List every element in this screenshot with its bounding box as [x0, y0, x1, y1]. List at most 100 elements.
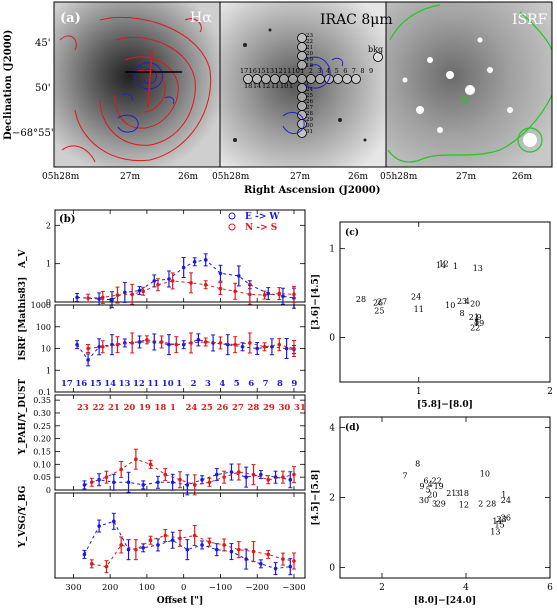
ns-aperture-number: 27 [306, 105, 313, 111]
xlabel: [5.8]−[8.0] [417, 400, 473, 410]
ns-aperture-number: 18 [306, 63, 313, 69]
data-point [203, 258, 208, 262]
isrf-ew-label: 1 [176, 379, 182, 389]
isrf-label: ISRF [512, 12, 548, 28]
ew-aperture-number: 2 [309, 67, 313, 75]
data-point [86, 296, 90, 300]
y-tick-label: 0 [329, 564, 335, 574]
data-point [218, 286, 223, 291]
ew-aperture-number: 1 [300, 67, 304, 75]
isrf-ns-label: 28 [248, 403, 260, 413]
data-point [115, 293, 120, 297]
point-label: 25 [374, 307, 384, 316]
ra-tick-a1: 05h28m [42, 172, 80, 182]
panel-b-ylabel: Y_PAH/Y_DUST [18, 379, 28, 456]
data-point [126, 480, 131, 485]
ns-aperture-number: 20 [306, 51, 313, 57]
isrf-ew-label: 15 [90, 379, 102, 389]
dec-tick-50: 50' [35, 83, 50, 94]
data-point [292, 292, 296, 297]
ew-aperture-number-lower: 14 [253, 82, 261, 90]
data-point [203, 340, 208, 344]
irac-apertures-ew [243, 52, 383, 84]
x-tick-label: −300 [282, 583, 305, 593]
point-label: 2 [478, 499, 483, 508]
data-point [156, 543, 160, 547]
point-label: 6 [424, 477, 429, 486]
x-tick-label: 1 [416, 387, 422, 397]
data-point [156, 480, 160, 485]
legend-label-ew: E -> W [245, 212, 280, 222]
data-point [207, 540, 212, 544]
ew-aperture-number: 6 [343, 67, 347, 75]
y-tick-label: 0.30 [33, 409, 51, 418]
halpha-label: Hα [190, 10, 212, 26]
point-label: 9 [477, 313, 482, 322]
y-tick-label: 0.05 [33, 473, 51, 482]
image-panels: (a) Hα IRAC 8μm ISRF bkg 17 16 15 13 12 11 10 1… [3, 1, 553, 196]
data-point [97, 344, 101, 349]
irac-label: IRAC 8μm [320, 12, 393, 28]
ns-aperture-number: 28 [306, 111, 313, 117]
y-tick-label: 2 [329, 494, 335, 504]
ew-aperture-number-lower: 10 [280, 82, 288, 90]
ew-aperture-number: 9 [369, 67, 373, 75]
data-point [192, 259, 197, 264]
data-point [288, 564, 293, 569]
panel-b-frame [54, 209, 306, 303]
y-tick-label: 1000 [31, 301, 51, 310]
data-point [126, 547, 131, 552]
data-point [119, 543, 123, 547]
data-point [266, 552, 271, 557]
panel-b-frame [54, 394, 306, 491]
panel-a-label: (a) [60, 11, 81, 26]
y-tick-label: 0.15 [33, 447, 51, 456]
data-point [134, 547, 138, 552]
ew-aperture-number: 12 [274, 67, 282, 75]
data-point [112, 480, 116, 485]
data-point [292, 559, 296, 563]
isrf-ew-label: 14 [104, 379, 116, 389]
ew-aperture-number: 13 [266, 67, 274, 75]
x-tick-label: −100 [209, 583, 232, 593]
ra-tick-b2: 27m [290, 172, 310, 182]
point-label: 23 [497, 515, 507, 524]
ns-aperture-number: 22 [306, 39, 313, 45]
legend-marker-ns [228, 223, 236, 231]
ew-aperture-number-lower: 18 [244, 82, 252, 90]
x-tick-label: 4 [463, 583, 469, 593]
point-label: 23 [457, 297, 467, 306]
y-tick-label: 0.25 [33, 422, 51, 431]
point-label: 9 [419, 482, 424, 491]
data-point [134, 457, 138, 461]
data-point [119, 467, 123, 472]
ns-aperture-number: 30 [306, 123, 313, 129]
data-point [203, 282, 208, 287]
ns-aperture-number: 26 [306, 99, 313, 105]
data-point [192, 483, 197, 487]
point-label: 1 [453, 262, 458, 271]
ra-tick-c3: 26m [512, 172, 532, 182]
ra-tick-a2: 27m [120, 172, 140, 182]
data-point [137, 288, 142, 293]
point-label: 20 [427, 491, 437, 500]
isrf-ew-label: 5 [234, 379, 240, 389]
xlabel: [8.0]−[24.0] [414, 596, 476, 606]
ew-aperture-number: 8 [360, 67, 364, 75]
point-label: 12 [459, 500, 469, 509]
x-tick-label: 300 [65, 583, 81, 593]
ew-aperture-numbers: 17 16 15 13 12 11 10 1 2 3 4 5 6 7 8 9 [240, 67, 373, 75]
data-point [170, 480, 175, 485]
isrf-ew-label: 7 [263, 379, 269, 389]
series-line [76, 339, 295, 361]
data-point [218, 271, 223, 276]
ew-aperture-number: 7 [352, 67, 356, 75]
data-point [192, 533, 197, 538]
isrf-ew-label: 6 [248, 379, 254, 389]
irac-apertures-ns [297, 33, 307, 138]
legend-marker-ew [228, 212, 236, 220]
point-label: 24 [411, 292, 421, 301]
ns-aperture-number: 24 [306, 87, 313, 93]
